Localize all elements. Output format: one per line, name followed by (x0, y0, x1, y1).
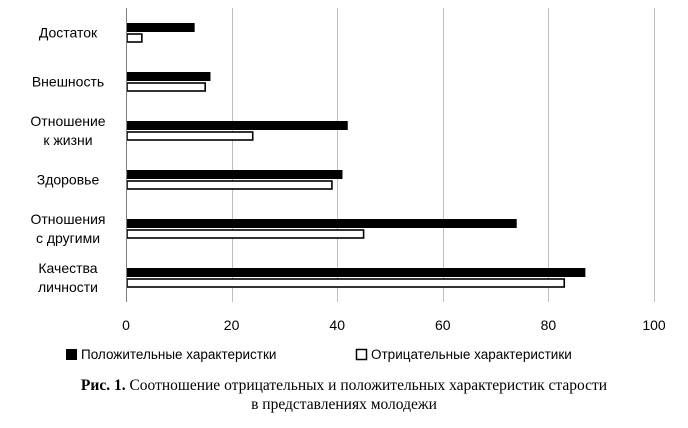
x-tick-labels: 0 20 40 60 80 100 (122, 317, 666, 333)
x-tick-label: 40 (329, 317, 345, 333)
x-tick-label: 20 (224, 317, 240, 333)
bar-negative (126, 278, 566, 288)
bar-negative (126, 180, 333, 190)
grid-lines (232, 8, 655, 302)
category-label: Достаток (39, 25, 98, 41)
caption-line-1: Рис. 1. Соотношение отрицательных и поло… (0, 376, 688, 395)
bar-chart: Достаток Внешность Отношение к жизни Здоровь… (30, 8, 666, 362)
bar-positive (127, 121, 348, 130)
bars (126, 23, 586, 288)
legend-swatch-positive (66, 349, 77, 360)
x-tick-label: 60 (435, 317, 451, 333)
caption-label: Рис. 1. (80, 377, 126, 394)
x-tick-label: 80 (541, 317, 557, 333)
bar-positive (127, 219, 517, 228)
legend: Положительные характеристки Отрицательны… (66, 347, 572, 362)
category-label: Отношение к жизни (30, 113, 105, 148)
legend-swatch-negative (355, 348, 368, 361)
bar-negative (126, 131, 254, 141)
bar-negative (126, 33, 143, 43)
x-tick-label: 0 (122, 317, 130, 333)
category-label: Отношения с другими (31, 211, 106, 246)
bar-negative (126, 82, 206, 92)
caption-text: Соотношение отрицательных и положительны… (125, 377, 608, 394)
caption-line-2: в представлениях молодежи (251, 396, 437, 413)
figure-caption: Рис. 1. Соотношение отрицательных и поло… (0, 376, 688, 414)
category-labels: Достаток Внешность Отношение к жизни Здоровь… (30, 25, 105, 296)
category-label: Здоровье (37, 172, 100, 188)
x-tick-label: 100 (642, 317, 666, 333)
bar-negative (126, 229, 365, 239)
category-label: Качества личности (38, 260, 98, 295)
bar-positive (127, 268, 586, 277)
legend-label-negative: Отрицательные характеристики (371, 347, 572, 362)
bar-positive (127, 23, 195, 32)
category-label: Внешность (32, 74, 104, 90)
legend-label-positive: Положительные характеристки (81, 347, 276, 362)
bar-positive (127, 170, 343, 179)
bar-positive (127, 72, 211, 81)
